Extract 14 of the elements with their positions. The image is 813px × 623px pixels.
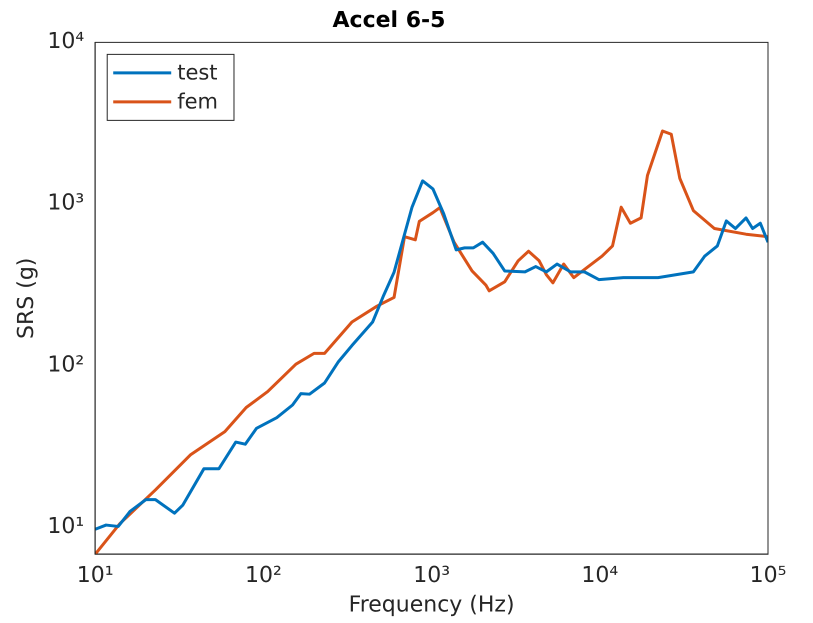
x-tick-label: 10² [244,563,282,588]
x-tick-label: 10³ [413,563,450,588]
x-tick-label: 10⁵ [750,563,786,588]
y-axis-title: SRS (g) [14,258,39,339]
y-tick-label: 10¹ [47,514,84,539]
chart-title: Accel 6-5 [332,8,446,33]
legend-label: fem [177,89,218,114]
x-tick-label: 10⁴ [581,563,618,588]
x-tick-label: 10¹ [76,563,114,588]
x-axis-title: Frequency (Hz) [348,592,515,618]
legend-label: test [177,60,218,84]
y-tick-label: 10⁴ [47,29,84,54]
y-tick-label: 10³ [47,190,84,216]
y-tick-label: 10² [47,352,84,378]
